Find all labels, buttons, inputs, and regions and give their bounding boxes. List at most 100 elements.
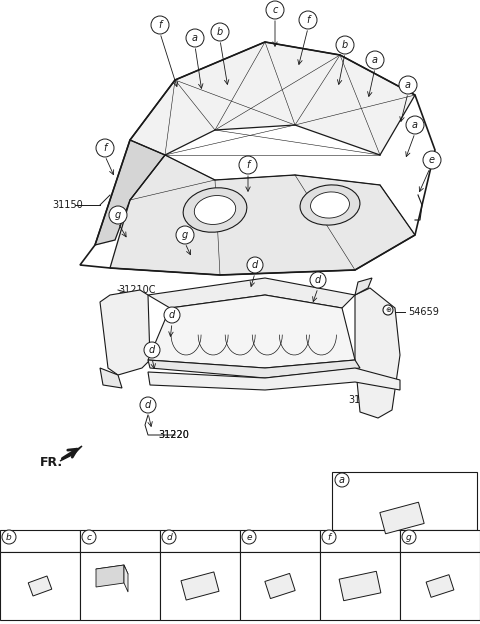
Text: 31101B: 31101B (354, 475, 391, 485)
Polygon shape (124, 565, 128, 592)
Circle shape (266, 1, 284, 19)
Polygon shape (148, 360, 360, 378)
Polygon shape (110, 155, 415, 275)
Text: c: c (272, 5, 278, 15)
Circle shape (186, 29, 204, 47)
Text: b: b (217, 27, 223, 37)
Circle shape (2, 530, 16, 544)
Ellipse shape (194, 195, 236, 225)
Ellipse shape (300, 185, 360, 225)
Circle shape (151, 16, 169, 34)
Text: a: a (412, 120, 418, 130)
Circle shape (310, 272, 326, 288)
Polygon shape (96, 565, 128, 578)
Bar (320, 530, 400, 552)
Text: a: a (372, 55, 378, 65)
Text: e: e (246, 532, 252, 542)
Polygon shape (380, 502, 424, 534)
Circle shape (242, 530, 256, 544)
Text: 31210B: 31210B (348, 395, 385, 405)
Text: f: f (246, 160, 250, 170)
Text: 31102P: 31102P (19, 534, 50, 542)
Circle shape (335, 473, 349, 487)
Bar (80, 530, 160, 552)
Bar (400, 530, 480, 552)
Circle shape (176, 226, 194, 244)
Polygon shape (148, 368, 400, 390)
Text: f: f (327, 532, 331, 542)
Bar (240, 552, 320, 620)
Text: b: b (6, 532, 12, 542)
Circle shape (164, 307, 180, 323)
Circle shape (109, 206, 127, 224)
Text: d: d (145, 400, 151, 410)
Bar (0, 530, 80, 552)
Bar (0, 552, 80, 620)
Text: c: c (86, 532, 92, 542)
Text: 31220: 31220 (158, 430, 189, 440)
Polygon shape (28, 576, 52, 596)
Polygon shape (181, 572, 219, 600)
Polygon shape (426, 575, 454, 597)
Polygon shape (96, 565, 124, 587)
Text: d: d (169, 310, 175, 320)
Text: f: f (306, 15, 310, 25)
Bar (160, 530, 240, 552)
Text: 31101A: 31101A (179, 534, 211, 542)
Circle shape (383, 305, 393, 315)
Text: ⊕: ⊕ (385, 307, 391, 313)
Circle shape (82, 530, 96, 544)
Text: e: e (429, 155, 435, 165)
Polygon shape (100, 290, 150, 375)
Circle shape (402, 530, 416, 544)
Text: d: d (149, 345, 155, 355)
Text: a: a (405, 80, 411, 90)
Circle shape (211, 23, 229, 41)
Text: g: g (406, 532, 412, 542)
Text: d: d (166, 532, 172, 542)
Ellipse shape (183, 188, 247, 232)
Text: d: d (315, 275, 321, 285)
Polygon shape (60, 446, 82, 461)
Bar (320, 552, 400, 620)
Text: g: g (115, 210, 121, 220)
Polygon shape (100, 368, 122, 388)
Text: g: g (182, 230, 188, 240)
Ellipse shape (311, 192, 349, 218)
Text: 31101Q: 31101Q (419, 534, 452, 542)
Circle shape (423, 151, 441, 169)
Text: 31103P: 31103P (339, 534, 371, 542)
Polygon shape (339, 572, 381, 601)
Polygon shape (265, 573, 295, 598)
Text: 54659: 54659 (408, 307, 439, 317)
Circle shape (299, 11, 317, 29)
Circle shape (322, 530, 336, 544)
Polygon shape (95, 140, 165, 245)
Text: 31101P: 31101P (259, 534, 290, 542)
Polygon shape (148, 278, 355, 308)
Circle shape (336, 36, 354, 54)
Text: d: d (252, 260, 258, 270)
Circle shape (366, 51, 384, 69)
Text: f: f (103, 143, 107, 153)
Text: b: b (342, 40, 348, 50)
Polygon shape (148, 295, 355, 368)
Bar (80, 552, 160, 620)
Polygon shape (355, 278, 372, 295)
Circle shape (399, 76, 417, 94)
Text: a: a (192, 33, 198, 43)
Polygon shape (130, 42, 415, 155)
Text: a: a (339, 475, 345, 485)
Circle shape (140, 397, 156, 413)
Bar (240, 530, 320, 552)
Bar (160, 552, 240, 620)
Polygon shape (355, 288, 400, 418)
Circle shape (247, 257, 263, 273)
Circle shape (144, 342, 160, 358)
Text: 31101C: 31101C (99, 534, 131, 542)
Circle shape (406, 116, 424, 134)
Text: FR.: FR. (40, 456, 63, 469)
Bar (332, 472, 477, 530)
Circle shape (162, 530, 176, 544)
Text: f: f (158, 20, 162, 30)
